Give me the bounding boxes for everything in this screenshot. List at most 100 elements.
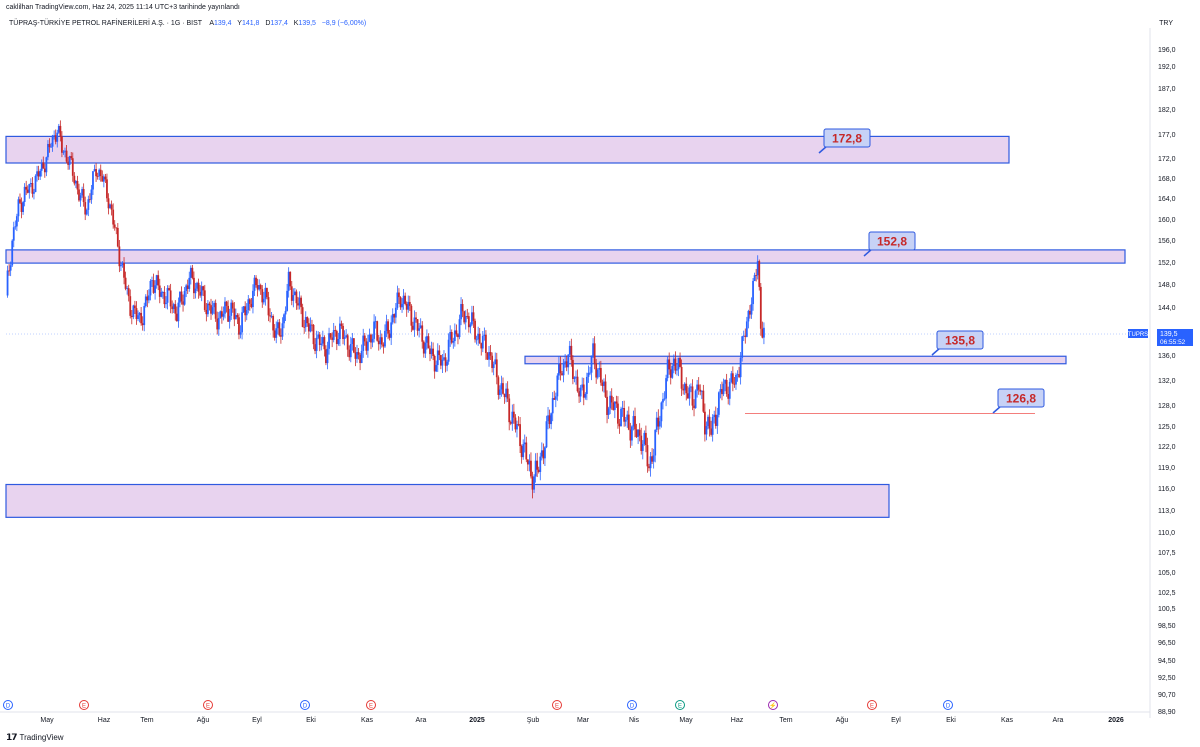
- candle-body: [725, 379, 728, 394]
- candle-body: [42, 162, 45, 169]
- candle-body: [15, 216, 18, 227]
- candle-body: [467, 316, 470, 328]
- candle-body: [635, 429, 638, 437]
- price-tag-value: 139,5: [1160, 331, 1178, 338]
- candle-body: [596, 369, 599, 378]
- candle-body: [359, 354, 362, 364]
- candle-body: [522, 444, 525, 458]
- candle-body: [478, 333, 481, 344]
- candle-body: [50, 146, 52, 148]
- candle-body: [328, 333, 330, 349]
- candle-body: [23, 186, 26, 202]
- y-tick-label: 177,0: [1158, 132, 1176, 139]
- candle-body: [98, 169, 101, 177]
- x-tick-label: Kas: [1001, 717, 1014, 724]
- candle-body: [22, 201, 24, 212]
- candle-body: [363, 335, 366, 342]
- candle-body: [29, 183, 32, 185]
- marker-letter: E: [206, 704, 210, 710]
- candle-body: [252, 290, 254, 308]
- candle-body: [174, 304, 177, 314]
- candle-body: [727, 393, 730, 399]
- candle-body: [516, 424, 518, 430]
- candle-body: [39, 170, 42, 177]
- candle-body: [663, 398, 666, 400]
- candle-body: [222, 313, 225, 317]
- candle-body: [492, 364, 495, 369]
- candle-body: [366, 341, 369, 351]
- candle-body: [640, 435, 643, 451]
- candle-body: [107, 198, 110, 209]
- candle-body: [526, 459, 529, 465]
- label-box: [868, 231, 916, 251]
- currency-label: TRY: [1159, 20, 1173, 27]
- candle-body: [352, 338, 355, 353]
- dividend-marker-icon: D: [300, 700, 310, 710]
- marker-circle: [552, 700, 562, 710]
- candle-body: [447, 339, 450, 362]
- candle-body: [238, 317, 240, 335]
- candle-body: [67, 161, 70, 165]
- candle-body: [570, 345, 573, 360]
- support-resistance-zone: [5, 249, 1126, 264]
- candle-body: [607, 408, 610, 415]
- dividend-marker-icon: D: [3, 700, 13, 710]
- candle-body: [540, 450, 543, 457]
- candle-body: [722, 383, 725, 395]
- candle-body: [579, 387, 582, 397]
- marker-letter: E: [870, 704, 874, 710]
- candle-body: [129, 296, 132, 316]
- candle-body: [280, 335, 282, 337]
- candle-body: [581, 384, 584, 388]
- dividend-marker-icon: D: [627, 700, 637, 710]
- marker-letter: E: [678, 704, 682, 710]
- x-tick-label: Nis: [629, 717, 640, 724]
- candle-body: [180, 291, 183, 302]
- candle-body: [220, 311, 223, 317]
- candle-body: [146, 296, 149, 301]
- candle-body: [682, 388, 685, 391]
- candle-body: [65, 150, 68, 162]
- level-label-text: 172,8: [832, 132, 862, 146]
- x-tick-label: Eyl: [252, 717, 262, 724]
- candle-body: [391, 314, 394, 323]
- candle-body: [339, 323, 341, 339]
- candle-body: [691, 386, 694, 406]
- candle-body: [710, 428, 713, 435]
- candle-body: [542, 450, 545, 459]
- candle-body: [598, 367, 601, 370]
- candle-body: [17, 199, 20, 217]
- candle-body: [567, 354, 570, 368]
- candle-body: [418, 328, 421, 331]
- candle-body: [696, 384, 699, 391]
- open-value: 139,4: [214, 20, 232, 27]
- y-tick-label: 90,70: [1158, 692, 1176, 699]
- y-tick-label: 122,0: [1158, 444, 1176, 451]
- candle-body: [193, 277, 195, 294]
- support-resistance-zone: [5, 483, 890, 518]
- candle-body: [373, 321, 375, 339]
- candle-body: [175, 313, 178, 322]
- candle-body: [458, 319, 461, 338]
- candle-body: [312, 324, 315, 345]
- candle-body: [8, 270, 11, 272]
- candle-body: [599, 367, 602, 383]
- candle-body: [171, 306, 174, 310]
- y-tick-label: 96,50: [1158, 640, 1176, 647]
- candle-body: [315, 337, 318, 351]
- x-tick-label: Eyl: [891, 717, 901, 724]
- candle-body: [154, 285, 156, 293]
- candle-body: [652, 455, 655, 462]
- candle-body: [533, 476, 535, 490]
- candle-body: [295, 291, 298, 304]
- candle-body: [671, 365, 674, 378]
- candle-body: [200, 286, 203, 296]
- x-tick-label: Tem: [140, 717, 153, 724]
- candle-body: [408, 301, 411, 306]
- candle-body: [654, 429, 657, 456]
- x-tick-label: Eki: [946, 717, 956, 724]
- candle-body: [705, 426, 708, 435]
- candle-body: [185, 285, 188, 291]
- candle-body: [127, 288, 130, 297]
